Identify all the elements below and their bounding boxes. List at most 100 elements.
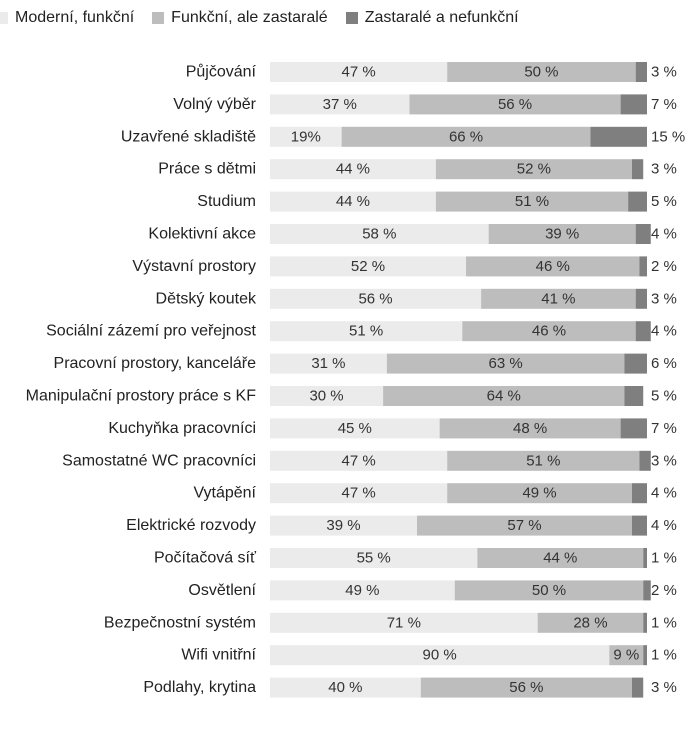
bar-segment-modern: [270, 126, 342, 147]
bar-segment-modern: [270, 450, 448, 471]
data-label-nonfunctional: 3 %: [651, 290, 677, 307]
data-label-nonfunctional: 6 %: [651, 355, 677, 372]
bar-segment-outdated: [488, 224, 636, 244]
bar-segment-modern: [270, 483, 448, 504]
category-label: Samostatné WC pracovníci: [62, 452, 256, 469]
data-label-modern: 49 %: [345, 582, 379, 599]
data-label-nonfunctional: 15 %: [651, 128, 685, 145]
legend-label-nonfunctional: Zastaralé a nefunkční: [364, 9, 519, 26]
bar-segment-outdated: [466, 256, 640, 277]
bar-segment-outdated: [417, 515, 632, 536]
bar-segment-nonfunctional: [643, 645, 647, 666]
legend-swatch-modern: [0, 12, 8, 24]
data-label-nonfunctional: 4 %: [651, 485, 677, 502]
legend-label-outdated: Funkční, ale zastaralé: [171, 9, 328, 26]
data-label-nonfunctional: 3 %: [651, 679, 677, 696]
bar-segment-nonfunctional: [643, 612, 647, 633]
data-label-modern: 52 %: [351, 258, 385, 275]
data-label-nonfunctional: 7 %: [651, 420, 677, 437]
data-label-outdated: 66 %: [449, 128, 483, 145]
bar-segment-modern: [270, 612, 538, 633]
data-label-outdated: 56 %: [498, 96, 532, 113]
bar-segment-nonfunctional: [643, 580, 651, 601]
category-label: Studium: [197, 193, 256, 210]
bar-segment-nonfunctional: [631, 515, 647, 536]
data-label-nonfunctional: 4 %: [651, 323, 677, 340]
data-label-outdated: 39 %: [545, 226, 579, 243]
bar-segment-modern: [270, 515, 418, 536]
bar-segment-nonfunctional: [635, 62, 647, 82]
data-label-modern: 47 %: [341, 452, 375, 469]
bar-segment-modern: [270, 159, 436, 180]
bar-segment-modern: [270, 191, 436, 212]
data-label-outdated: 52 %: [517, 161, 551, 178]
data-label-outdated: 46 %: [532, 323, 566, 340]
bar-segment-nonfunctional: [624, 386, 644, 406]
data-label-outdated: 51 %: [526, 452, 560, 469]
legend-label-modern: Moderní, funkční: [15, 9, 135, 26]
bar-segment-modern: [270, 94, 410, 115]
category-label: Pracovní prostory, kanceláře: [54, 355, 257, 372]
data-label-nonfunctional: 2 %: [651, 258, 677, 275]
category-label: Sociální zázemí pro veřejnost: [46, 323, 256, 340]
bar-segment-outdated: [439, 418, 621, 439]
bar-segment-outdated: [447, 483, 632, 504]
category-label: Wifi vnitřní: [181, 647, 256, 664]
bar-segment-nonfunctional: [624, 353, 647, 374]
data-label-outdated: 41 %: [541, 290, 575, 307]
bar-segment-nonfunctional: [631, 677, 644, 698]
bar-segment-outdated: [383, 386, 625, 406]
data-label-outdated: 28 %: [573, 614, 607, 631]
data-label-outdated: 46 %: [536, 258, 570, 275]
bar-segment-modern: [270, 677, 421, 698]
bar-segment-nonfunctional: [628, 191, 647, 212]
bar-segment-outdated: [609, 645, 644, 666]
data-label-nonfunctional: 1 %: [651, 647, 677, 664]
data-label-modern: 45 %: [338, 420, 372, 437]
legend-swatch-nonfunctional: [345, 12, 358, 24]
data-label-modern: 37 %: [323, 96, 357, 113]
data-label-nonfunctional: 5 %: [651, 388, 677, 405]
category-label: Vytápění: [193, 485, 256, 502]
data-label-modern: 55 %: [357, 550, 391, 567]
bar-segment-outdated: [447, 450, 640, 471]
bar-segment-outdated: [341, 126, 591, 147]
legend-item-outdated: Funkční, ale zastaralé: [152, 9, 328, 27]
category-label: Uzavřené skladiště: [121, 128, 256, 145]
data-label-nonfunctional: 3 %: [651, 161, 677, 178]
bar-segment-nonfunctional: [635, 288, 647, 309]
bar-segment-nonfunctional: [590, 126, 647, 147]
data-label-nonfunctional: 1 %: [651, 614, 677, 631]
data-label-modern: 47 %: [341, 64, 375, 81]
data-label-outdated: 48 %: [513, 420, 547, 437]
category-label: Kuchyňka pracovníci: [108, 420, 256, 437]
bar-segment-modern: [270, 288, 482, 309]
data-label-modern: 44 %: [336, 193, 370, 210]
data-label-nonfunctional: 4 %: [651, 226, 677, 243]
category-label: Bezpečnostní systém: [104, 614, 256, 631]
bar-segment-nonfunctional: [639, 450, 651, 471]
bar-segment-outdated: [386, 353, 625, 374]
bar-segment-modern: [270, 645, 610, 666]
bar-segment-modern: [270, 580, 455, 601]
data-label-outdated: 49 %: [522, 485, 556, 502]
chart-legend: Moderní, funkční Funkční, ale zastaralé …: [0, 0, 537, 36]
category-label: Manipulační prostory práce s KF: [26, 388, 257, 405]
bar-segment-outdated: [435, 159, 632, 180]
data-label-modern: 58 %: [362, 226, 396, 243]
bar-segment-outdated: [481, 288, 636, 309]
bar-segment-modern: [270, 548, 478, 568]
bar-segment-nonfunctional: [643, 548, 647, 568]
data-label-modern: 31 %: [311, 355, 345, 372]
data-label-modern: 90 %: [423, 647, 457, 664]
bar-segment-outdated: [477, 548, 644, 568]
bar-segment-modern: [270, 386, 384, 406]
bar-segment-modern: [270, 353, 387, 374]
data-label-outdated: 64 %: [487, 388, 521, 405]
bar-segment-nonfunctional: [631, 159, 644, 180]
data-label-outdated: 44 %: [543, 550, 577, 567]
bar-segment-nonfunctional: [620, 418, 647, 439]
data-label-outdated: 56 %: [509, 679, 543, 696]
data-label-nonfunctional: 5 %: [651, 193, 677, 210]
